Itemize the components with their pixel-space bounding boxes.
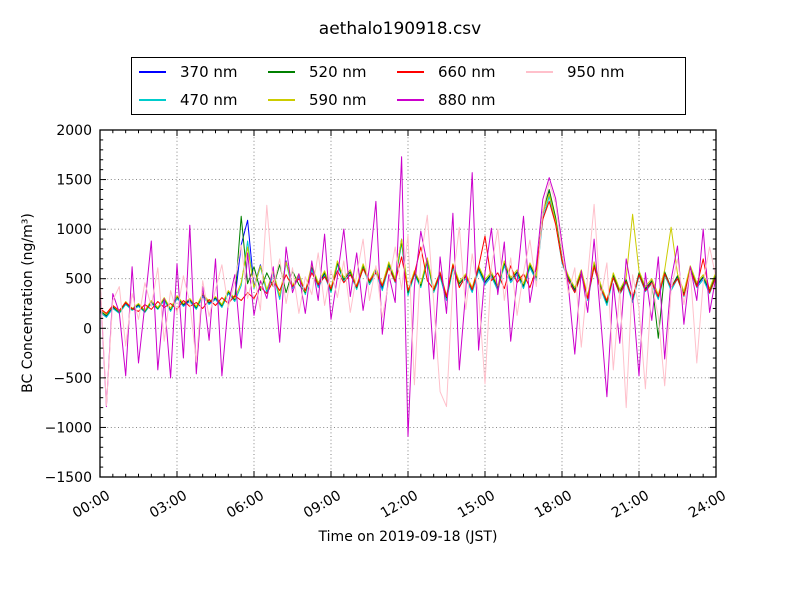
x-tick-label: 24:00 [686,488,729,522]
y-tick-label: 0 [83,321,92,337]
legend-item-470-nm: 470 nm [139,91,268,109]
x-tick-label: 03:00 [147,488,190,522]
legend-line-370-nm [139,71,166,73]
legend-line-880-nm [397,99,424,101]
x-tick-labels: 00:00 03:00 06:00 09:00 12:00 15:00 18:00 21:00… [70,488,729,522]
legend-line-950-nm [526,71,553,73]
legend-item-370-nm: 370 nm [139,63,268,81]
legend-line-470-nm [139,99,166,101]
y-tick-label: 500 [65,272,92,288]
legend-line-520-nm [268,71,295,73]
legend-label-950-nm: 950 nm [567,63,625,81]
legend-label-590-nm: 590 nm [309,91,367,109]
y-tick-labels: 2000 1500 1000 500 0 −500 −1000 −1500 [45,123,92,486]
data-series [100,156,716,437]
x-tick-label: 21:00 [609,488,652,522]
legend-item-880-nm: 880 nm [397,91,526,109]
chart-title: aethalo190918.csv [318,19,482,39]
y-tick-label: 1500 [56,173,92,189]
x-tick-label: 15:00 [455,488,498,522]
x-tick-label: 12:00 [378,488,421,522]
y-tick-label: 2000 [56,123,92,139]
y-tick-label: −1000 [45,420,92,436]
x-axis-label: Time on 2019-09-18 (JST) [318,529,498,545]
legend-label-880-nm: 880 nm [438,91,496,109]
legend-label-470-nm: 470 nm [180,91,238,109]
series-line-950-nm [100,182,716,409]
legend-line-590-nm [268,99,295,101]
x-tick-label: 09:00 [301,488,344,522]
legend-label-520-nm: 520 nm [309,63,367,81]
y-tick-label: 1000 [56,222,92,238]
legend-item-520-nm: 520 nm [268,63,397,81]
y-tick-label: −1500 [45,470,92,486]
legend-line-660-nm [397,71,424,73]
x-tick-label: 06:00 [224,488,267,522]
legend-item-950-nm: 950 nm [526,63,655,81]
x-tick-label: 00:00 [70,488,113,522]
legend-item-590-nm: 590 nm [268,91,397,109]
series-line-660-nm [100,200,716,314]
legend: 370 nm 470 nm 520 nm 590 nm 660 nm 880 nm 950 … [131,57,686,115]
gridlines [100,130,716,477]
y-tick-label: −500 [54,371,92,387]
x-tick-label: 18:00 [532,488,575,522]
legend-label-660-nm: 660 nm [438,63,496,81]
legend-item-660-nm: 660 nm [397,63,526,81]
legend-label-370-nm: 370 nm [180,63,238,81]
axis-ticks [99,129,717,478]
